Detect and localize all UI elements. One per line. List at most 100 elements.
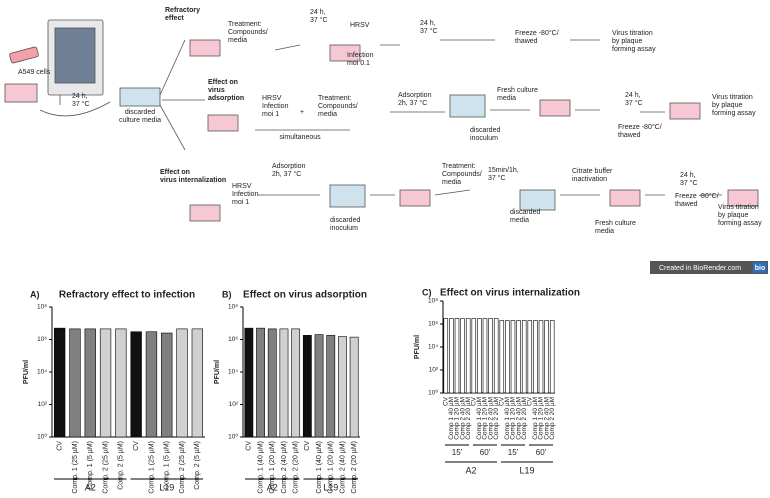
bar xyxy=(454,318,460,394)
diagram-label: Treatment: xyxy=(228,21,262,28)
diagram-label: virus xyxy=(208,87,225,94)
bar xyxy=(53,327,66,438)
x-tick-label: Comp. 2 (40 µM) xyxy=(339,441,346,494)
bar xyxy=(460,318,465,394)
x-tick-label: Comp. 1 (5 µM) xyxy=(164,441,171,490)
bar xyxy=(477,318,482,394)
subgroup-label: 60' xyxy=(480,448,491,457)
diagram-label: inactivation xyxy=(572,176,607,183)
diagram-label: media xyxy=(497,95,516,102)
diagram-label: virus internalization xyxy=(160,177,226,184)
diagram-label: HRSV xyxy=(232,183,252,190)
group-label: L19 xyxy=(323,482,338,492)
x-tick-label: Comp 1 40 µM xyxy=(448,397,455,440)
y-tick-label: 10⁰ xyxy=(428,389,438,397)
bar xyxy=(145,331,158,438)
x-tick-label: CV xyxy=(527,396,534,406)
x-tick-label: Comp. 2 (25 µM) xyxy=(179,441,186,494)
subgroup-label: 15' xyxy=(508,448,519,457)
diagram-label: Treatment: xyxy=(442,163,476,170)
diagram-label: + xyxy=(300,109,304,116)
diagram-label: thawed xyxy=(515,38,538,45)
diagram-label: 24 h, xyxy=(310,9,326,16)
x-tick-label: Comp. 1 (40 µM) xyxy=(316,441,323,494)
x-tick-label: Comp. 2 (40 µM) xyxy=(281,441,288,494)
diagram-label: Virus titration xyxy=(712,94,753,101)
x-tick-label: Comp 2 40 µM xyxy=(459,397,466,440)
y-tick-label: 10² xyxy=(38,401,48,408)
diagram-label: by plaque xyxy=(612,38,642,45)
diagram-label: 24 h, xyxy=(72,93,88,100)
diagram-label: 15min/1h, xyxy=(488,167,519,174)
bar xyxy=(99,328,112,438)
group-label: A2 xyxy=(85,482,96,492)
diagram-label: media xyxy=(318,111,337,118)
x-tick-label: Comp. 1 (25 µM) xyxy=(72,441,79,494)
diagram-label: Infection xyxy=(262,103,289,110)
diagram-label: Freeze -80°C/ xyxy=(618,123,662,131)
group-label: A2 xyxy=(267,482,278,492)
y-axis-label: PFU/ml xyxy=(23,360,30,384)
bar xyxy=(493,318,499,394)
diagram-label: 24 h, xyxy=(680,172,696,179)
bar xyxy=(527,320,533,394)
bar xyxy=(471,318,477,394)
x-tick-label: CV xyxy=(304,441,311,451)
diagram-label: Freeze -80°C/ xyxy=(675,192,719,200)
x-tick-label: CV xyxy=(133,441,140,451)
diagram-label: Adsorption xyxy=(398,92,432,99)
x-tick-label: CV xyxy=(443,396,450,406)
diagram-label: Infection xyxy=(347,52,374,59)
diagram-label: 2h, 37 °C xyxy=(398,99,427,107)
chart-title: Effect on virus internalization xyxy=(440,288,580,299)
x-tick-label: Comp 1 20 µM xyxy=(538,397,545,440)
x-tick-label: Comp. 2 (20 µM) xyxy=(351,441,358,494)
diagram-label: 37 °C xyxy=(310,16,328,24)
x-tick-label: CV xyxy=(246,441,253,451)
x-tick-label: Comp. 2 (20 µM) xyxy=(292,441,299,494)
x-tick-label: Comp 2 40 µM xyxy=(487,397,494,440)
diagram-label: thawed xyxy=(618,132,641,139)
diagram-label: culture media xyxy=(119,117,161,124)
x-tick-label: CV xyxy=(471,396,478,406)
bar xyxy=(538,320,544,394)
diagram-label: media xyxy=(228,37,247,44)
y-tick-label: 10⁸ xyxy=(228,304,238,311)
bar xyxy=(191,328,204,438)
y-tick-label: 10⁶ xyxy=(228,336,238,343)
y-tick-label: 10² xyxy=(429,367,439,374)
group-label: L19 xyxy=(159,482,174,492)
bar xyxy=(84,328,96,438)
x-tick-label: Comp. 2 (5 µM) xyxy=(118,441,125,490)
diagram-shapes xyxy=(4,19,768,274)
diagram-label: 37 °C xyxy=(72,100,90,108)
diagram-label: Compounds/ xyxy=(228,29,268,36)
diagram-label: by plaque xyxy=(718,212,748,219)
diagram-label: forming assay xyxy=(612,46,656,53)
group-label: L19 xyxy=(519,465,534,475)
bar xyxy=(130,331,142,438)
x-tick-label: Comp. 2 (5 µM) xyxy=(194,441,201,490)
diagram-label: forming assay xyxy=(718,220,762,227)
bar xyxy=(549,320,555,394)
diagram-label: HRSV xyxy=(350,22,370,29)
diagram-label: Effect on xyxy=(160,169,190,176)
y-tick-label: 10⁴ xyxy=(228,369,238,376)
y-axis-label: PFU/ml xyxy=(214,360,221,384)
diagram-label: Citrate buffer xyxy=(572,168,613,175)
y-axis-label: PFU/ml xyxy=(414,335,421,359)
bar xyxy=(449,318,454,394)
diagram-label: discarded xyxy=(330,217,360,224)
subgroup-label: 60' xyxy=(536,448,547,457)
diagram-label: Fresh culture xyxy=(595,220,636,227)
diagram-label: A549 cells xyxy=(18,69,51,76)
bar xyxy=(338,336,347,438)
x-tick-label: Comp. 1 (25 µM) xyxy=(148,441,155,494)
y-tick-label: 10⁰ xyxy=(37,433,47,441)
badge-text: Created in BioRender.com xyxy=(659,265,741,272)
bar xyxy=(465,318,471,394)
x-tick-label: Comp 1 20 µM xyxy=(454,397,461,440)
diagram-label: media xyxy=(595,228,614,235)
bar xyxy=(544,320,549,394)
diagram-label: Infection xyxy=(232,191,259,198)
